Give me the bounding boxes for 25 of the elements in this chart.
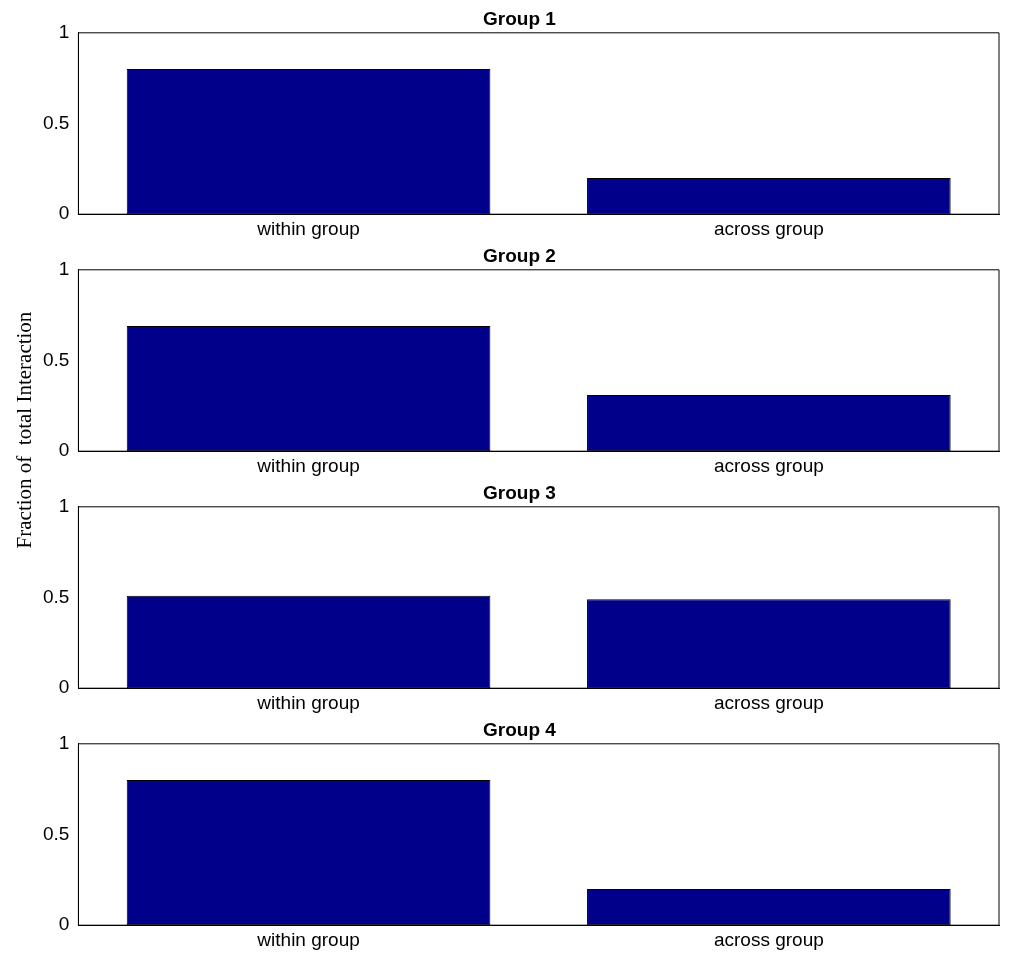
x-tick-label: across group: [713, 454, 824, 476]
y-tick-label: 0: [58, 202, 70, 224]
y-tick-label: 0.5: [42, 348, 70, 370]
y-tick-label: 0: [58, 676, 70, 698]
chart-title: Group 1: [483, 7, 557, 29]
y-tick-label: 0.5: [42, 111, 70, 133]
chart-title: Group 4: [483, 718, 557, 740]
x-tick-label: within group: [256, 217, 360, 239]
x-tick-label: within group: [256, 928, 360, 950]
x-tick-label: across group: [713, 217, 824, 239]
y-tick-label: 0.5: [42, 822, 70, 844]
x-tick-label: within group: [256, 454, 360, 476]
y-tick-label: 1: [58, 732, 70, 754]
y-tick-label: 1: [58, 258, 70, 280]
x-tick-label: within group: [256, 691, 360, 713]
chart-title: Group 2: [483, 244, 556, 266]
chart-title: Group 3: [483, 481, 556, 503]
y-tick-label: 1: [58, 21, 70, 43]
y-tick-label: 0: [58, 913, 70, 935]
y-axis-title: Fraction of total Interaction: [11, 311, 37, 549]
y-tick-label: 0: [58, 439, 70, 461]
x-tick-label: across group: [713, 691, 824, 713]
y-tick-label: 1: [58, 495, 70, 517]
y-tick-label: 0.5: [42, 585, 70, 607]
x-tick-label: across group: [713, 928, 824, 950]
